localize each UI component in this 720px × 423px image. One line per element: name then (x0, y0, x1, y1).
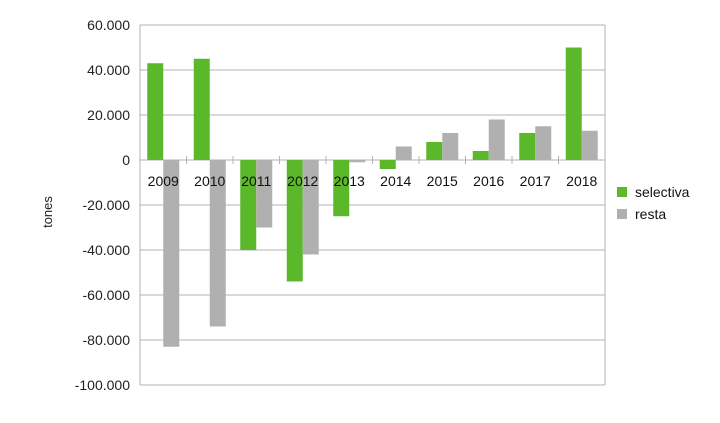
bar-selectiva-2013 (333, 160, 350, 217)
y-tick-label: 0 (122, 152, 130, 168)
y-axis-ticks: 60.000 40.000 20.000 0 -20.000 -40.000 -60.000… (75, 17, 130, 393)
y-tick-label: -60.000 (83, 287, 131, 303)
bar-resta-2014 (395, 146, 412, 160)
bar-resta-2011 (256, 160, 273, 228)
legend-swatch-selectiva (617, 187, 627, 197)
bar-resta-2018 (581, 130, 598, 160)
bars (147, 47, 598, 347)
bar-resta-2013 (349, 160, 366, 163)
legend-label-resta: resta (635, 206, 666, 222)
bar-selectiva-2016 (472, 151, 489, 160)
legend-label-selectiva: selectiva (635, 184, 690, 200)
x-tick-label: 2013 (334, 173, 365, 189)
bar-resta-2012 (302, 160, 319, 255)
bar-resta-2016 (488, 119, 505, 160)
bar-selectiva-2012 (286, 160, 303, 282)
x-axis-ticks: 2009 2010 2011 2012 2013 2014 2015 2016 2017 2018 (148, 173, 598, 189)
y-tick-label: -20.000 (83, 197, 131, 213)
bar-selectiva-2017 (519, 133, 536, 160)
bar-selectiva-2015 (426, 142, 443, 160)
bar-resta-2017 (535, 126, 552, 160)
y-axis-title: tones (40, 196, 55, 228)
bar-selectiva-2014 (379, 160, 396, 169)
bar-resta-2010 (209, 160, 226, 327)
x-tick-label: 2015 (427, 173, 458, 189)
bar-resta-2009 (163, 160, 180, 347)
x-tick-label: 2009 (148, 173, 179, 189)
y-tick-label: 60.000 (87, 17, 130, 33)
x-tick-label: 2010 (194, 173, 225, 189)
bar-selectiva-2010 (193, 58, 210, 160)
x-tick-label: 2018 (566, 173, 597, 189)
legend: selectiva resta (617, 184, 690, 222)
bar-selectiva-2011 (240, 160, 257, 250)
x-tick-label: 2011 (241, 173, 271, 189)
x-tick-label: 2012 (287, 173, 318, 189)
x-tick-label: 2014 (380, 173, 411, 189)
y-tick-label: -80.000 (83, 332, 131, 348)
y-tick-label: 40.000 (87, 62, 130, 78)
x-tick-label: 2017 (520, 173, 551, 189)
y-tick-label: -100.000 (75, 377, 130, 393)
x-tick-label: 2016 (473, 173, 504, 189)
bar-resta-2015 (442, 133, 459, 160)
y-tick-label: -40.000 (83, 242, 131, 258)
y-tick-label: 20.000 (87, 107, 130, 123)
bar-selectiva-2009 (147, 63, 164, 160)
legend-swatch-resta (617, 209, 627, 219)
bar-selectiva-2018 (565, 47, 582, 160)
